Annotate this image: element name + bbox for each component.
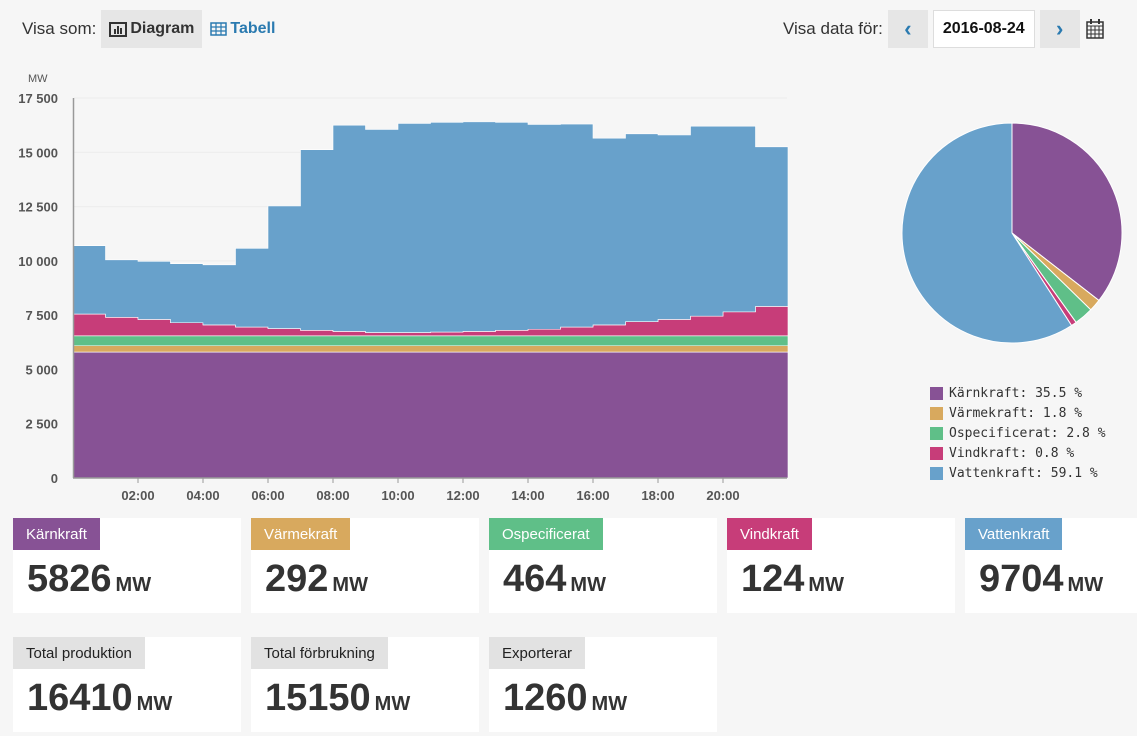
show-as-label: Visa som: [22, 19, 97, 38]
area-ospecificerat[interactable] [72, 335, 789, 347]
y-tick-label: 15 000 [18, 145, 58, 160]
stat-unit: MW [374, 693, 411, 715]
x-tick-label: 20:00 [706, 488, 739, 503]
stat-number: 5826 [27, 558, 112, 600]
area-värmekraft[interactable] [72, 345, 789, 353]
y-tick-label: 0 [51, 471, 58, 486]
legend-swatch [930, 406, 943, 420]
date-input[interactable]: 2016-08-24 [932, 10, 1035, 48]
legend-label: Värmekraft: 1.8 % [949, 405, 1083, 421]
stat-card: Vattenkraft 9704 MW [965, 518, 1137, 613]
pie-legend: Kärnkraft: 35.5 % Värmekraft: 1.8 % Ospeci… [930, 383, 1106, 483]
stat-number: 124 [741, 558, 805, 600]
x-tick-label: 12:00 [446, 488, 479, 503]
stat-card: Vindkraft 124 MW [727, 518, 955, 613]
x-tick-label: 02:00 [121, 488, 154, 503]
stat-label: Total förbrukning [251, 637, 388, 669]
legend-swatch [930, 426, 943, 440]
stat-label: Vindkraft [727, 518, 812, 550]
legend-item[interactable]: Kärnkraft: 35.5 % [930, 383, 1106, 403]
stat-label: Total produktion [13, 637, 145, 669]
y-tick-label: 12 500 [18, 200, 58, 215]
stat-unit: MW [1067, 574, 1104, 596]
prev-day-button[interactable]: ‹ [887, 10, 928, 48]
stat-value: 124 MW [741, 558, 844, 601]
stat-number: 464 [503, 558, 567, 600]
area-kärnkraft[interactable] [72, 351, 789, 479]
show-data-for-label: Visa data för: [783, 19, 883, 38]
stat-number: 9704 [979, 558, 1064, 600]
x-tick-label: 08:00 [316, 488, 349, 503]
stat-value: 292 MW [265, 558, 368, 601]
stat-unit: MW [115, 574, 152, 596]
stat-unit: MW [136, 693, 173, 715]
stat-card: Kärnkraft 5826 MW [13, 518, 241, 613]
table-icon [210, 22, 228, 36]
view-toggle: Visa som: Diagram Tabell [22, 10, 283, 48]
legend-label: Kärnkraft: 35.5 % [949, 385, 1083, 401]
stat-number: 1260 [503, 677, 588, 719]
legend-swatch [930, 446, 943, 460]
calendar-icon[interactable] [1085, 18, 1105, 40]
stat-card: Exporterar 1260 MW [489, 637, 717, 732]
pie-chart [901, 122, 1123, 344]
stat-label: Värmekraft [251, 518, 351, 550]
diagram-label: Diagram [130, 20, 195, 37]
legend-item[interactable]: Ospecificerat: 2.8 % [930, 423, 1106, 443]
stat-label: Exporterar [489, 637, 586, 669]
pie-slice-vattenkraft[interactable] [901, 122, 1073, 344]
stat-unit: MW [570, 574, 606, 596]
stat-label: Ospecificerat [489, 518, 603, 550]
legend-item[interactable]: Vattenkraft: 59.1 % [930, 463, 1106, 483]
stat-number: 292 [265, 558, 329, 600]
stat-label: Vattenkraft [965, 518, 1063, 550]
legend-label: Vindkraft: 0.8 % [949, 445, 1075, 461]
y-tick-label: 2 500 [25, 417, 58, 432]
stat-unit: MW [808, 574, 844, 596]
x-tick-label: 14:00 [511, 488, 544, 503]
y-tick-label: 10 000 [18, 254, 58, 269]
stat-value: 1260 MW [503, 677, 627, 720]
x-tick-label: 10:00 [381, 488, 414, 503]
stat-value: 9704 MW [979, 558, 1103, 601]
y-axis-unit: MW [28, 73, 48, 85]
next-day-button[interactable]: › [1039, 10, 1080, 48]
stat-unit: MW [591, 693, 628, 715]
stat-number: 16410 [27, 677, 133, 719]
stat-value: 5826 MW [27, 558, 151, 601]
y-tick-label: 17 500 [18, 91, 58, 106]
stat-label: Kärnkraft [13, 518, 100, 550]
x-tick-label: 06:00 [251, 488, 284, 503]
x-tick-label: 16:00 [576, 488, 609, 503]
stacked-area-chart: 0 2 500 5 000 7 500 10 000 12 500 15 000 17 500… [18, 73, 789, 503]
pie-slice-kärnkraft[interactable] [1011, 122, 1123, 302]
stat-value: 15150 MW [265, 677, 410, 720]
stat-value: 16410 MW [27, 677, 172, 720]
stat-card: Total förbrukning 15150 MW [251, 637, 479, 732]
x-tick-label: 04:00 [186, 488, 219, 503]
legend-label: Vattenkraft: 59.1 % [949, 465, 1098, 481]
stat-value: 464 MW [503, 558, 606, 601]
date-picker: Visa data för: ‹ 2016-08-24 › [783, 10, 1105, 48]
x-tick-label: 18:00 [641, 488, 674, 503]
legend-swatch [930, 466, 943, 480]
stat-number: 15150 [265, 677, 371, 719]
legend-item[interactable]: Värmekraft: 1.8 % [930, 403, 1106, 423]
bar-chart-icon [109, 21, 128, 37]
stat-card: Total produktion 16410 MW [13, 637, 241, 732]
y-tick-label: 5 000 [25, 362, 58, 377]
stat-card: Värmekraft 292 MW [251, 518, 479, 613]
stat-unit: MW [332, 574, 368, 596]
stat-card: Ospecificerat 464 MW [489, 518, 717, 613]
y-tick-label: 7 500 [25, 308, 58, 323]
legend-item[interactable]: Vindkraft: 0.8 % [930, 443, 1106, 463]
table-label: Tabell [230, 20, 276, 37]
legend-label: Ospecificerat: 2.8 % [949, 425, 1106, 441]
legend-swatch [930, 386, 943, 400]
diagram-button[interactable]: Diagram [101, 10, 203, 48]
area-vattenkraft[interactable] [72, 121, 789, 333]
table-button[interactable]: Tabell [202, 10, 283, 48]
